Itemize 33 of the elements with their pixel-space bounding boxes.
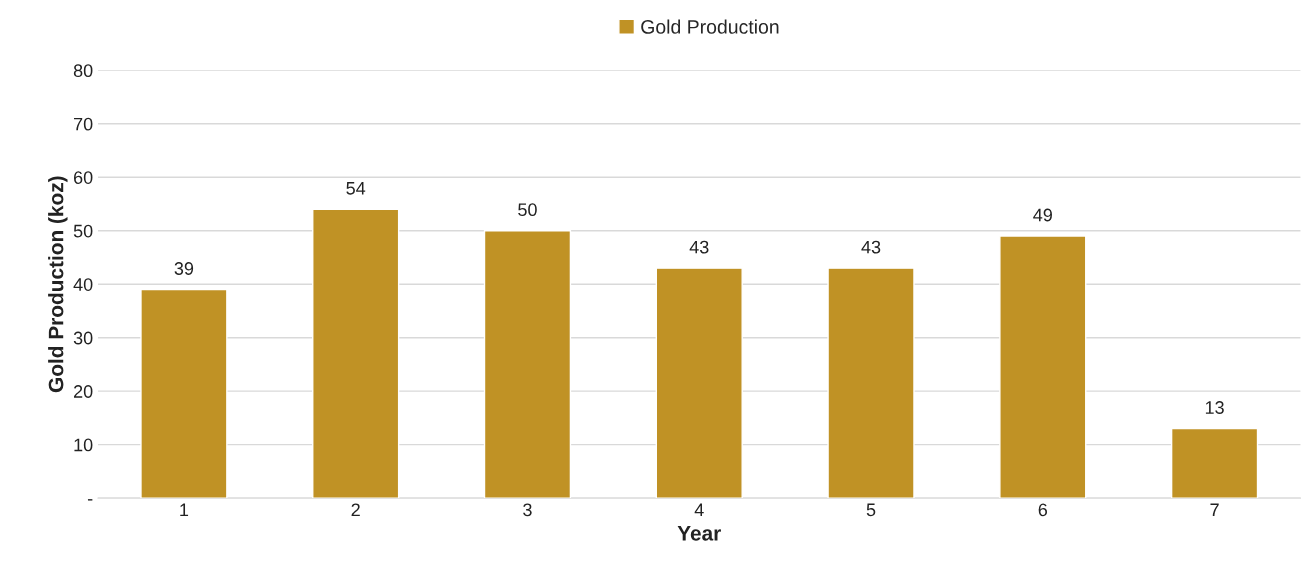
y-tick-label: 80 bbox=[73, 64, 93, 78]
x-tick-label: 1 bbox=[180, 503, 189, 517]
x-tick-label: 2 bbox=[351, 503, 360, 517]
y-tick-label: 50 bbox=[73, 224, 93, 238]
data-label: 43 bbox=[689, 240, 709, 254]
y-tick-label: 70 bbox=[74, 117, 93, 131]
x-tick-label: 7 bbox=[1210, 503, 1219, 517]
y-tick-label: 40 bbox=[73, 278, 93, 291]
bar bbox=[312, 208, 400, 499]
bar bbox=[655, 267, 743, 499]
data-label: 43 bbox=[861, 240, 881, 254]
y-tick-label: 60 bbox=[74, 171, 93, 184]
legend-label: Gold Production bbox=[641, 19, 779, 34]
x-tick-label: 6 bbox=[1038, 503, 1048, 517]
data-label: 13 bbox=[1205, 401, 1224, 414]
data-label: 49 bbox=[1033, 208, 1052, 222]
bar bbox=[483, 230, 572, 499]
y-tick-label: - bbox=[87, 499, 93, 501]
x-tick-label: 5 bbox=[866, 503, 876, 517]
x-tick-label: 3 bbox=[523, 503, 532, 517]
bar bbox=[1170, 427, 1259, 499]
y-tick-label: 30 bbox=[73, 331, 93, 345]
data-label: 39 bbox=[174, 262, 194, 275]
x-tick-label: 4 bbox=[694, 503, 704, 517]
bar bbox=[140, 288, 228, 499]
y-axis-title: Gold Production (koz) bbox=[48, 176, 68, 393]
y-tick-label: 20 bbox=[73, 385, 93, 398]
x-axis-title: Year bbox=[677, 526, 721, 541]
bar bbox=[827, 267, 915, 499]
data-label: 54 bbox=[346, 182, 366, 195]
data-label: 50 bbox=[518, 203, 537, 217]
y-tick-label: 10 bbox=[74, 438, 93, 452]
bar bbox=[999, 235, 1087, 499]
